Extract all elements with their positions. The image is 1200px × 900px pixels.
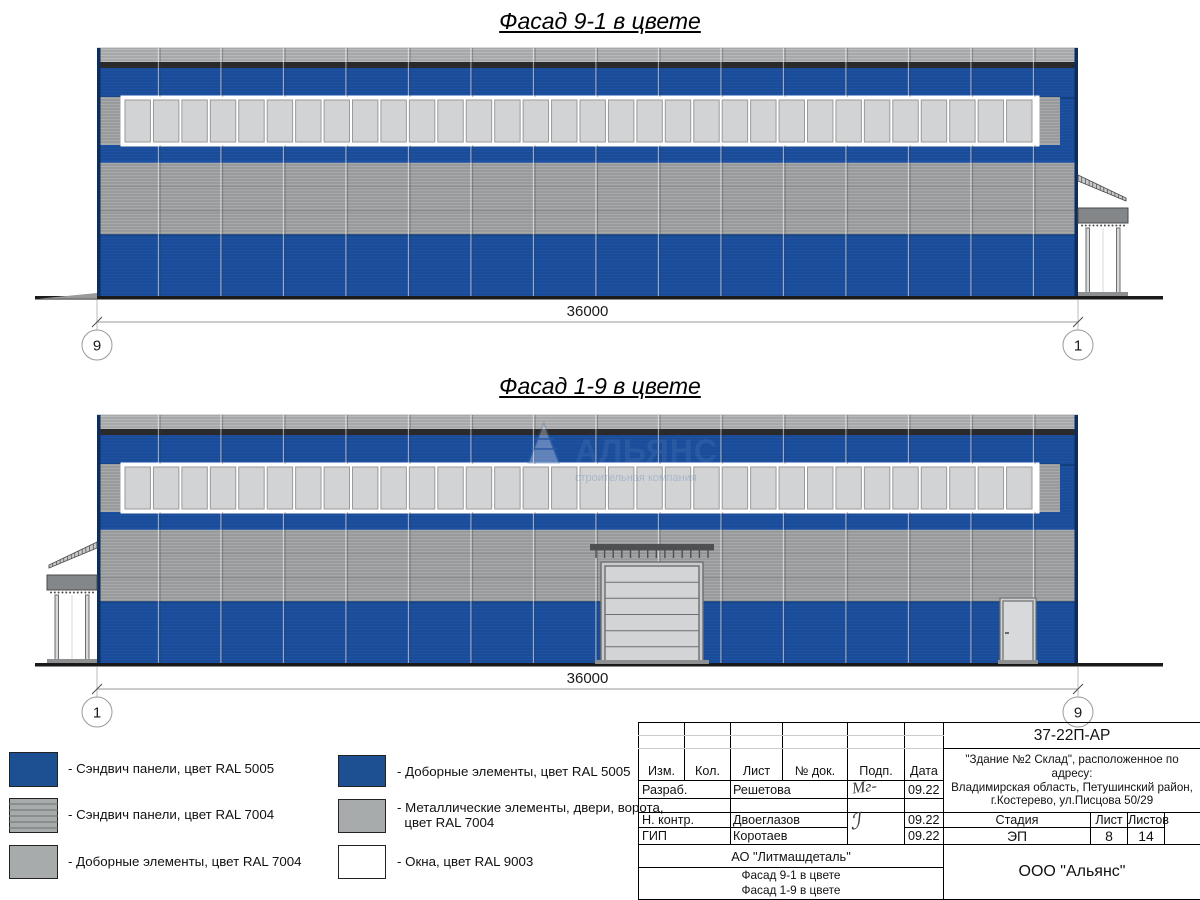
svg-text:АЛЬЯНС: АЛЬЯНС: [575, 433, 718, 469]
svg-text:36000: 36000: [567, 670, 609, 687]
svg-text:9: 9: [1074, 705, 1082, 722]
svg-text:1: 1: [93, 705, 101, 722]
svg-text:строительная компания: строительная компания: [575, 472, 697, 484]
svg-text:9: 9: [93, 338, 101, 355]
svg-text:1: 1: [1074, 338, 1082, 355]
svg-text:36000: 36000: [567, 303, 609, 320]
